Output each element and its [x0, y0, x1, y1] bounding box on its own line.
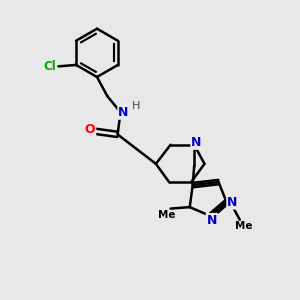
Text: N: N [207, 214, 217, 227]
Text: Me: Me [158, 210, 176, 220]
Text: N: N [227, 196, 238, 208]
Text: N: N [191, 136, 202, 149]
Text: N: N [118, 106, 129, 119]
Text: O: O [85, 124, 95, 136]
Text: Cl: Cl [43, 60, 56, 73]
Text: Me: Me [235, 221, 252, 231]
Text: H: H [132, 101, 140, 111]
